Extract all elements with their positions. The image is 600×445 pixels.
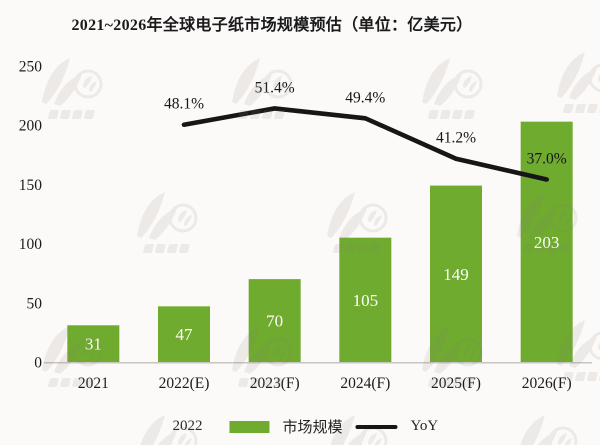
svg-text:2022(E): 2022(E) bbox=[159, 375, 210, 392]
svg-text:51.4%: 51.4% bbox=[255, 79, 295, 96]
svg-text:49.4%: 49.4% bbox=[345, 89, 385, 106]
svg-text:203: 203 bbox=[534, 233, 560, 252]
legend-bar-label: 市场规模 bbox=[282, 420, 343, 436]
svg-text:47: 47 bbox=[176, 325, 194, 344]
chart-legend: 2022 市场规模 YoY bbox=[172, 416, 438, 437]
svg-text:70: 70 bbox=[266, 312, 283, 331]
svg-text:2026(F): 2026(F) bbox=[522, 375, 572, 392]
svg-text:105: 105 bbox=[353, 291, 379, 310]
svg-text:250: 250 bbox=[19, 59, 43, 76]
legend-bar-swatch-icon bbox=[229, 420, 270, 433]
svg-text:0: 0 bbox=[34, 355, 42, 372]
svg-text:149: 149 bbox=[443, 265, 469, 284]
legend-year-label: 2022 bbox=[172, 418, 203, 434]
svg-text:200: 200 bbox=[19, 118, 43, 135]
svg-text:100: 100 bbox=[19, 236, 43, 253]
svg-text:150: 150 bbox=[19, 177, 43, 194]
legend-line-swatch-icon bbox=[355, 424, 398, 429]
legend-line-label: YoY bbox=[410, 418, 439, 434]
svg-text:37.0%: 37.0% bbox=[527, 150, 567, 167]
svg-text:2024(F): 2024(F) bbox=[340, 375, 390, 392]
svg-text:50: 50 bbox=[27, 295, 43, 312]
svg-text:41.2%: 41.2% bbox=[436, 130, 476, 147]
svg-text:31: 31 bbox=[85, 335, 102, 354]
chart-title: 2021~2026年全球电子纸市场规模预估（单位：亿美元） bbox=[71, 17, 473, 34]
svg-text:2021: 2021 bbox=[78, 375, 109, 392]
svg-text:2023(F): 2023(F) bbox=[250, 375, 300, 392]
svg-text:48.1%: 48.1% bbox=[164, 96, 204, 113]
svg-text:2025(F): 2025(F) bbox=[431, 375, 481, 392]
